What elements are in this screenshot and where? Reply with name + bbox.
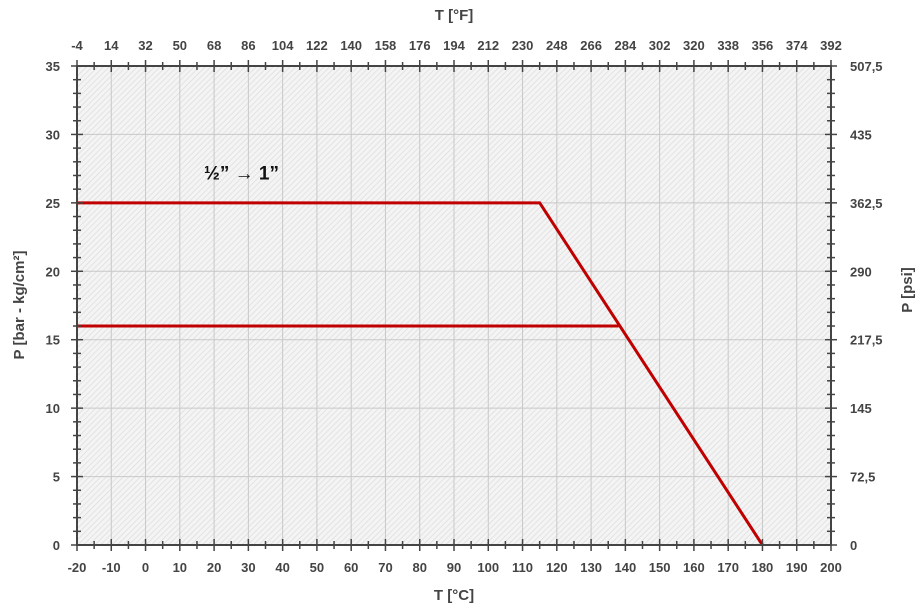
x-tick-label-fahrenheit: 32 bbox=[138, 38, 152, 53]
y-tick-label-psi: 362,5 bbox=[850, 196, 883, 211]
y-tick-label-psi: 217,5 bbox=[850, 333, 883, 348]
x-tick-label-fahrenheit: 356 bbox=[752, 38, 774, 53]
x-tick-label-celsius: 170 bbox=[717, 560, 739, 575]
x-tick-label-fahrenheit: 140 bbox=[340, 38, 362, 53]
x-tick-label-celsius: 20 bbox=[207, 560, 221, 575]
x-tick-label-celsius: -10 bbox=[102, 560, 121, 575]
y-tick-label-psi: 145 bbox=[850, 401, 872, 416]
x-tick-label-fahrenheit: 374 bbox=[786, 38, 808, 53]
x-tick-label-fahrenheit: 320 bbox=[683, 38, 705, 53]
x-axis-top-title: T [°F] bbox=[435, 7, 473, 24]
x-tick-label-fahrenheit: 392 bbox=[820, 38, 842, 53]
x-tick-label-fahrenheit: 338 bbox=[717, 38, 739, 53]
x-tick-label-fahrenheit: 212 bbox=[477, 38, 499, 53]
axes-group bbox=[71, 60, 837, 551]
y-tick-label-bar: 35 bbox=[46, 59, 60, 74]
x-tick-label-fahrenheit: 86 bbox=[241, 38, 255, 53]
x-tick-label-celsius: 60 bbox=[344, 560, 358, 575]
y-tick-label-psi: 435 bbox=[850, 127, 872, 142]
x-tick-label-fahrenheit: 230 bbox=[512, 38, 534, 53]
x-tick-label-fahrenheit: 104 bbox=[272, 38, 294, 53]
x-tick-label-celsius: -20 bbox=[68, 560, 87, 575]
x-tick-label-celsius: 70 bbox=[378, 560, 392, 575]
y-axis-left-title: P [bar - kg/cm²] bbox=[11, 251, 28, 360]
x-tick-label-celsius: 10 bbox=[173, 560, 187, 575]
x-tick-label-celsius: 160 bbox=[683, 560, 705, 575]
x-tick-label-celsius: 50 bbox=[310, 560, 324, 575]
x-tick-label-celsius: 100 bbox=[477, 560, 499, 575]
annotation-label: ½” → 1” bbox=[204, 164, 279, 185]
x-tick-label-celsius: 150 bbox=[649, 560, 671, 575]
x-tick-label-celsius: 130 bbox=[580, 560, 602, 575]
x-tick-label-celsius: 120 bbox=[546, 560, 568, 575]
x-tick-label-fahrenheit: 158 bbox=[375, 38, 397, 53]
x-tick-label-fahrenheit: 176 bbox=[409, 38, 431, 53]
x-tick-label-fahrenheit: 50 bbox=[173, 38, 187, 53]
x-tick-label-celsius: 140 bbox=[615, 560, 637, 575]
x-tick-label-fahrenheit: 14 bbox=[104, 38, 119, 53]
y-tick-label-psi: 0 bbox=[850, 538, 857, 553]
y-tick-label-bar: 25 bbox=[46, 196, 60, 211]
x-tick-label-fahrenheit: 302 bbox=[649, 38, 671, 53]
tick-labels-group: -20 -10 0 10 20 30 40 50 60 70 80 90 100 110 120 130 140… bbox=[46, 38, 883, 575]
series-group bbox=[77, 201, 764, 546]
series-line-1 bbox=[77, 201, 764, 546]
y-tick-label-bar: 15 bbox=[46, 333, 60, 348]
x-tick-label-celsius: 30 bbox=[241, 560, 255, 575]
y-tick-label-psi: 72,5 bbox=[850, 470, 875, 485]
y-tick-label-bar: 20 bbox=[46, 264, 60, 279]
y-tick-label-bar: 5 bbox=[53, 470, 60, 485]
x-tick-label-fahrenheit: 194 bbox=[443, 38, 465, 53]
x-tick-label-celsius: 180 bbox=[752, 560, 774, 575]
x-tick-label-celsius: 190 bbox=[786, 560, 808, 575]
x-tick-label-celsius: 200 bbox=[820, 560, 842, 575]
x-tick-label-fahrenheit: 122 bbox=[306, 38, 328, 53]
y-tick-label-bar: 0 bbox=[53, 538, 60, 553]
y-tick-label-bar: 30 bbox=[46, 127, 60, 142]
x-tick-label-celsius: 110 bbox=[512, 560, 533, 575]
x-tick-label-celsius: 80 bbox=[412, 560, 426, 575]
x-tick-label-celsius: 0 bbox=[142, 560, 149, 575]
x-tick-label-fahrenheit: -4 bbox=[71, 38, 83, 53]
y-tick-label-psi: 507,5 bbox=[850, 59, 883, 74]
x-tick-label-celsius: 90 bbox=[447, 560, 461, 575]
x-tick-label-fahrenheit: 266 bbox=[580, 38, 602, 53]
y-tick-label-psi: 290 bbox=[850, 264, 872, 279]
y-axis-right-title: P [psi] bbox=[899, 267, 916, 313]
y-tick-label-bar: 10 bbox=[46, 401, 60, 416]
x-axis-bottom-title: T [°C] bbox=[434, 587, 474, 604]
x-tick-label-fahrenheit: 248 bbox=[546, 38, 568, 53]
x-tick-label-celsius: 40 bbox=[275, 560, 289, 575]
x-tick-label-fahrenheit: 284 bbox=[615, 38, 637, 53]
grid-lines bbox=[76, 65, 832, 546]
x-tick-label-fahrenheit: 68 bbox=[207, 38, 221, 53]
